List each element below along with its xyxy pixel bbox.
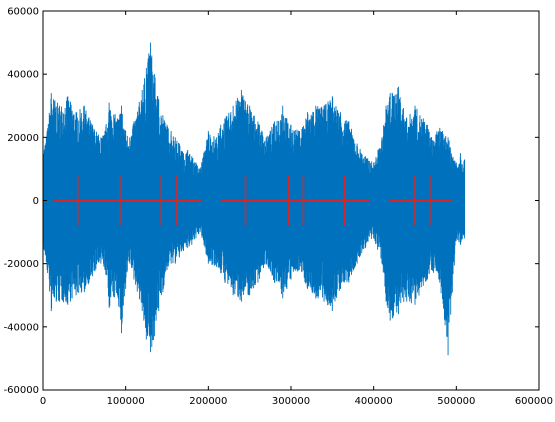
x-tick-label: 500000 [437,396,475,407]
y-tick-label: -60000 [4,385,39,396]
y-tick-label: 60000 [7,7,39,18]
marker-layer [76,175,431,226]
x-tick-label: 200000 [189,396,227,407]
x-tick-label: 300000 [272,396,310,407]
y-tick-label: 20000 [7,133,39,144]
y-tick-label: -20000 [4,259,39,270]
x-tick-labels: 0 100000 200000 300000 400000 500000 600000 [40,396,553,407]
x-tick-label: 100000 [107,396,145,407]
y-tick-labels: -60000 -40000 -20000 0 20000 40000 60000 [4,7,39,397]
x-tick-label: 400000 [355,396,393,407]
x-tick-label: 600000 [515,396,553,407]
y-tick-label: 0 [33,196,39,207]
y-tick-label: 40000 [7,70,39,81]
tick-layer [42,10,540,391]
y-tick-label: -40000 [4,322,39,333]
x-tick-label: 0 [40,396,46,407]
